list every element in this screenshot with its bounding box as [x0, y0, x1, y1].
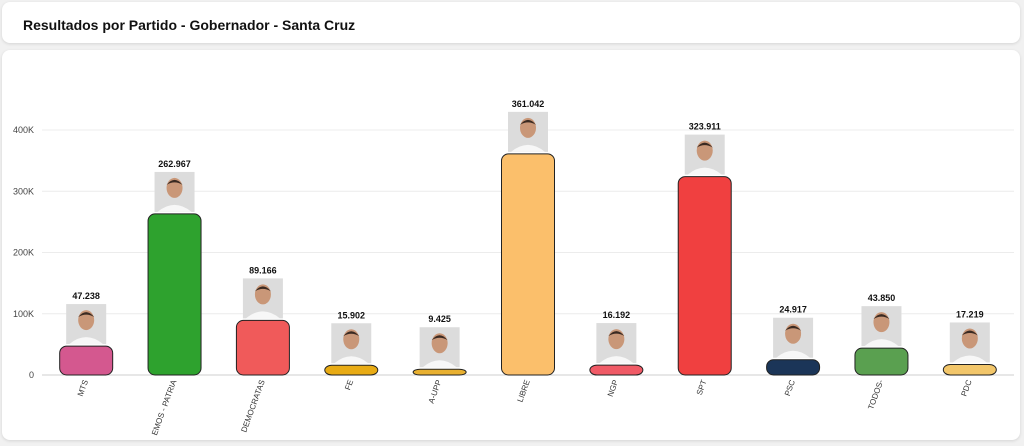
data-label: 15.902	[338, 310, 366, 320]
x-tick-label: A-UPP	[427, 379, 444, 405]
data-label: 361.042	[512, 99, 545, 109]
candidate-photo-icon	[596, 323, 637, 364]
candidate-photo-icon	[684, 134, 725, 175]
header-card: Resultados por Partido - Gobernador - Sa…	[2, 2, 1020, 43]
candidate-photo-icon	[66, 304, 107, 345]
candidate-photo-icon	[154, 171, 195, 212]
bar	[324, 364, 379, 376]
bar	[147, 213, 202, 376]
data-label: 24.917	[779, 305, 807, 315]
bar	[501, 153, 555, 376]
candidate-photo-icon	[508, 111, 548, 152]
candidate-photo-icon	[773, 317, 814, 358]
candidate-photo-icon	[331, 323, 372, 364]
bar	[412, 368, 467, 376]
candidate-photo-icon	[419, 327, 460, 368]
data-label: 47.238	[72, 291, 100, 301]
y-tick-label: 300K	[13, 186, 34, 196]
x-tick-label: PSC	[783, 378, 797, 397]
x-tick-label: SPT	[695, 379, 709, 397]
x-tick-label: TODOS-	[866, 378, 885, 410]
bar	[942, 363, 997, 376]
candidate-photo-icon	[949, 322, 990, 363]
x-tick-label: MTS	[76, 379, 90, 398]
bar	[854, 347, 909, 376]
y-tick-label: 100K	[13, 309, 34, 319]
candidate-photo-icon	[242, 278, 283, 319]
y-tick-label: 0	[29, 370, 34, 380]
data-label: 9.425	[428, 314, 451, 324]
bar	[59, 345, 114, 376]
bar	[589, 364, 644, 376]
x-tick-label: EMOS - PATRIA	[150, 378, 179, 437]
page-title: Resultados por Partido - Gobernador - Sa…	[23, 17, 356, 33]
data-label: 16.192	[603, 310, 631, 320]
data-label: 89.166	[249, 265, 277, 275]
x-tick-label: NGP	[606, 379, 620, 398]
data-label: 43.850	[868, 293, 896, 303]
y-tick-label: 200K	[13, 248, 34, 258]
bar	[766, 359, 821, 376]
bar-chart: 0 100K 200K 300K 400K 47.238 MTS 262.967 EMOS - …	[13, 99, 1014, 437]
data-label: 17.219	[956, 309, 984, 319]
data-label: 262.967	[158, 159, 191, 169]
x-tick-label: PDC	[959, 378, 973, 397]
chart-card: 0 100K 200K 300K 400K 47.238 MTS 262.967 EMOS - …	[2, 50, 1020, 440]
x-tick-label: DEMOCRATAS	[239, 379, 266, 434]
bar	[677, 176, 732, 376]
data-label: 323.911	[689, 122, 721, 132]
x-tick-label: FE	[343, 379, 355, 392]
y-tick-label: 400K	[13, 125, 34, 135]
bar	[235, 319, 290, 376]
candidate-photo-icon	[861, 306, 902, 347]
x-tick-label: LIBRE	[516, 379, 532, 404]
